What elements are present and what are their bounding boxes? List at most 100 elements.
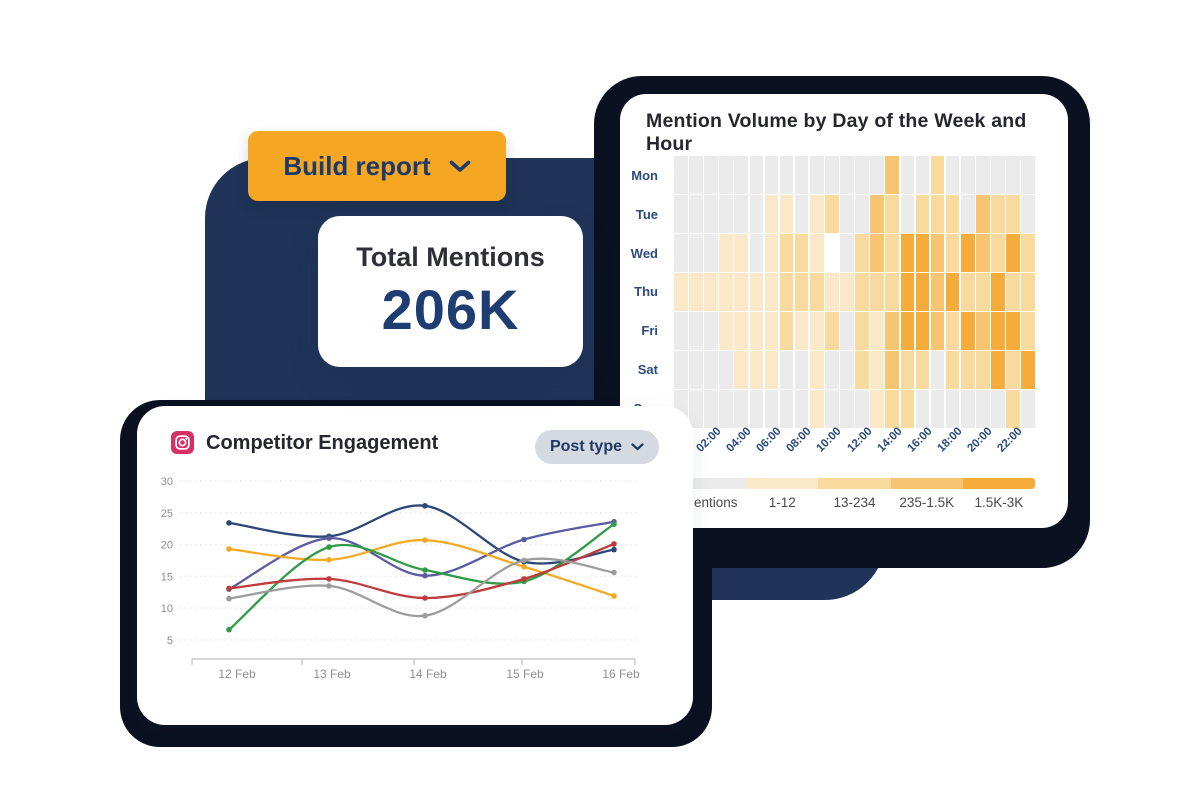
- heatmap-cell: [900, 312, 915, 350]
- heatmap-hour-label: 02:00: [694, 425, 724, 455]
- heatmap-cell: [779, 273, 794, 311]
- heatmap-cell: [749, 234, 764, 272]
- heatmap-cell: [840, 156, 854, 194]
- heatmap-cell: [976, 351, 990, 389]
- legend-swatch: [962, 478, 1035, 489]
- heatmap-hour-label: 04:00: [724, 425, 754, 455]
- heatmap-cell: [991, 234, 1005, 272]
- heatmap-cell: [719, 273, 733, 311]
- heatmap-cell: [840, 390, 854, 428]
- heatmap-cell: [945, 195, 960, 233]
- build-report-button[interactable]: Build report: [248, 131, 506, 201]
- heatmap-cell: [991, 351, 1005, 389]
- total-mentions-title: Total Mentions: [356, 241, 545, 272]
- heatmap-cell: [779, 156, 794, 194]
- heatmap-cell: [960, 273, 975, 311]
- data-point-green: [326, 544, 332, 550]
- heatmap-cell: [840, 273, 854, 311]
- heatmap-cell: [825, 234, 839, 272]
- heatmap-cell: [764, 312, 779, 350]
- heatmap-cell: [885, 156, 900, 194]
- chevron-down-icon: [631, 443, 644, 451]
- heatmap-cell: [991, 312, 1005, 350]
- line-series-red: [227, 542, 616, 600]
- data-point-purple: [521, 536, 527, 543]
- heatmap-cell: [991, 195, 1005, 233]
- heatmap-cell: [840, 234, 854, 272]
- heatmap-cell: [794, 273, 809, 311]
- heatmap-cell: [719, 351, 733, 389]
- heatmap-cell: [779, 195, 794, 233]
- heatmap-cell: [870, 351, 884, 389]
- heatmap-cell: [930, 351, 945, 389]
- heatmap-cell: [885, 351, 900, 389]
- y-tick-label: 30: [161, 476, 173, 488]
- heatmap-cell: [930, 273, 945, 311]
- heatmap-cell: [915, 156, 930, 194]
- heatmap-cell: [764, 273, 779, 311]
- data-point-green: [226, 626, 232, 633]
- data-point-gray: [422, 612, 428, 619]
- heatmap-cell: [749, 156, 764, 194]
- data-point-navy: [226, 520, 232, 526]
- heatmap-hour-label: 18:00: [935, 425, 965, 455]
- data-point-green: [611, 521, 617, 527]
- y-tick-label: 5: [167, 635, 173, 647]
- legend-label: Mentions: [682, 495, 738, 510]
- heatmap-cell: [870, 156, 884, 194]
- heatmap-cell: [870, 273, 884, 311]
- data-point-orange: [521, 564, 527, 570]
- build-report-label: Build report: [283, 150, 431, 181]
- data-point-red: [611, 541, 617, 547]
- data-point-red: [226, 585, 232, 592]
- heatmap-cell: [674, 312, 688, 350]
- heatmap-cell: [900, 195, 915, 233]
- heatmap-cell: [764, 390, 779, 428]
- heatmap-cell: [689, 351, 703, 389]
- heatmap-cell: [689, 195, 703, 233]
- heatmap-cell: [779, 234, 794, 272]
- heatmap-cell: [900, 390, 915, 428]
- heatmap-cell: [976, 312, 990, 350]
- legend-swatch: [890, 478, 963, 489]
- heatmap-cell: [809, 351, 824, 389]
- heatmap-cell: [825, 351, 839, 389]
- heatmap-cell: [704, 351, 718, 389]
- heatmap-hour-label: 22:00: [995, 425, 1025, 455]
- heatmap-cell: [930, 312, 945, 350]
- heatmap-cell: [779, 351, 794, 389]
- heatmap-cell: [764, 351, 779, 389]
- heatmap-cell: [915, 312, 930, 350]
- data-point-gray: [326, 583, 332, 589]
- heatmap-cell: [960, 390, 975, 428]
- heatmap-cell: [825, 156, 839, 194]
- data-point-orange: [226, 546, 232, 552]
- heatmap-cell: [825, 390, 839, 428]
- heatmap-cell: [1006, 195, 1020, 233]
- y-tick-label: 10: [161, 603, 173, 615]
- heatmap-cell: [945, 351, 960, 389]
- heatmap-legend-bar: [674, 478, 1035, 489]
- heatmap-cell: [840, 195, 854, 233]
- data-point-gray: [521, 557, 527, 564]
- competitor-line-chart: 5 10 15 20 25 30 12 Feb 13 Feb 14 Feb 15 Feb 16 Fe…: [161, 476, 640, 681]
- total-mentions-card: Total Mentions 206K: [318, 216, 583, 367]
- data-point-orange: [422, 537, 428, 543]
- heatmap-hour-label: 14:00: [874, 425, 905, 455]
- heatmap-cell: [674, 234, 688, 272]
- heatmap-hour-label: 20:00: [965, 425, 995, 455]
- heatmap-cell: [674, 195, 688, 233]
- x-tick-label: 16 Feb: [602, 667, 640, 681]
- heatmap-cell: [960, 351, 975, 389]
- heatmap-cell: [885, 273, 900, 311]
- x-tick-label: 13 Feb: [313, 667, 351, 681]
- heatmap-cell: [704, 390, 718, 428]
- legend-swatch: [746, 478, 819, 489]
- heatmap-cell: [855, 273, 869, 311]
- heatmap-cell: [704, 273, 718, 311]
- data-point-red: [422, 595, 428, 601]
- post-type-label: Post type: [549, 438, 622, 455]
- post-type-dropdown[interactable]: Post type: [535, 430, 659, 464]
- heatmap-cell: [930, 195, 945, 233]
- y-tick-label: 20: [161, 540, 173, 552]
